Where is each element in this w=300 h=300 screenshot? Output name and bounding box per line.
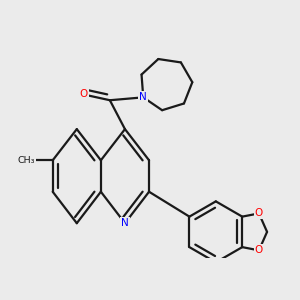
Text: N: N [121, 218, 129, 228]
Text: CH₃: CH₃ [18, 156, 35, 165]
Text: O: O [255, 208, 263, 218]
Text: O: O [255, 245, 263, 255]
Text: O: O [80, 89, 88, 100]
Text: N: N [140, 92, 147, 102]
